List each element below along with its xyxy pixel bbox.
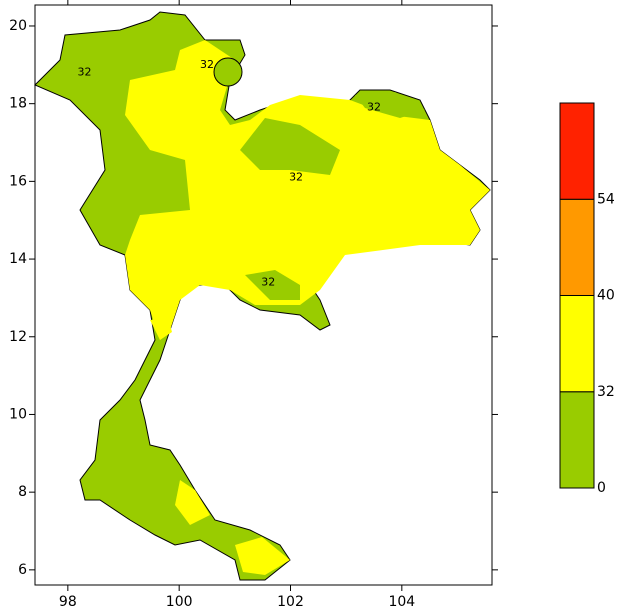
colorbar-label: 32 bbox=[597, 384, 615, 400]
y-tick-label: 18 bbox=[9, 96, 27, 112]
region-green bbox=[355, 92, 425, 118]
colorbar-label: 54 bbox=[597, 191, 615, 207]
land bbox=[34, 11, 491, 581]
colorbar-segment bbox=[559, 198, 595, 296]
plot-frame bbox=[34, 4, 493, 586]
region-green bbox=[213, 57, 243, 87]
region-yellow bbox=[150, 318, 172, 340]
y-tick-label: 20 bbox=[9, 18, 27, 34]
y-tick-label: 10 bbox=[9, 406, 27, 422]
x-tick-label: 104 bbox=[388, 594, 415, 610]
colorbar-label: 0 bbox=[597, 480, 606, 496]
contour-label: 32 bbox=[78, 66, 92, 79]
y-tick-label: 12 bbox=[9, 329, 27, 345]
contour-label: 32 bbox=[289, 170, 303, 183]
contour-label: 32 bbox=[261, 275, 275, 288]
colorbar-segment bbox=[559, 295, 595, 393]
region-yellow bbox=[235, 537, 290, 575]
y-tick-label: 6 bbox=[18, 562, 27, 578]
region-yellow bbox=[175, 480, 210, 525]
region-green bbox=[240, 118, 340, 175]
x-tick-label: 102 bbox=[277, 594, 304, 610]
colorbar-label: 40 bbox=[597, 288, 615, 304]
y-tick-label: 14 bbox=[9, 251, 27, 267]
x-tick-label: 98 bbox=[59, 594, 77, 610]
region-yellow bbox=[125, 40, 490, 340]
y-tick-label: 16 bbox=[9, 173, 27, 189]
y-tick-label: 8 bbox=[18, 484, 27, 500]
contour-label: 32 bbox=[367, 101, 381, 114]
x-tick-label: 100 bbox=[166, 594, 193, 610]
colorbar-segment bbox=[559, 391, 595, 489]
colorbar-segment bbox=[559, 102, 595, 200]
region-green bbox=[245, 270, 300, 300]
contour-label: 32 bbox=[200, 58, 214, 71]
